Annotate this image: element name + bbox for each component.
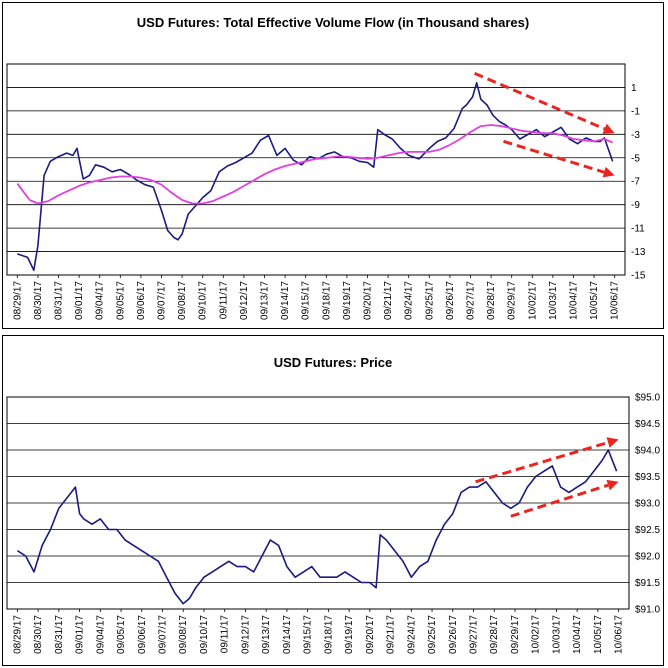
y-tick-label: -11 xyxy=(631,224,645,235)
x-tick-label: 08/30/17 xyxy=(33,615,44,654)
x-tick-label: 09/01/17 xyxy=(74,281,85,320)
y-tick-label: 1 xyxy=(631,83,637,94)
y-tick-label: $95.0 xyxy=(635,393,660,404)
x-tick-label: 09/21/17 xyxy=(383,281,394,320)
x-tick-label: 09/12/17 xyxy=(240,615,251,654)
x-tick-label: 09/12/17 xyxy=(239,281,250,320)
x-tick-label: 09/08/17 xyxy=(177,281,188,320)
x-tick-label: 09/24/17 xyxy=(404,281,415,320)
x-tick-label: 10/05/17 xyxy=(589,281,600,320)
y-tick-label: -1 xyxy=(631,106,640,117)
x-tick-label: 09/18/17 xyxy=(323,615,334,654)
volume-flow-title: USD Futures: Total Effective Volume Flow… xyxy=(137,15,529,30)
x-tick-label: 08/29/17 xyxy=(12,281,23,320)
y-tick-label: -7 xyxy=(631,177,640,188)
x-tick-label: 09/19/17 xyxy=(344,615,355,654)
x-tick-label: 09/07/17 xyxy=(158,615,169,654)
x-tick-label: 09/13/17 xyxy=(260,281,271,320)
x-tick-label: 09/01/17 xyxy=(75,615,86,654)
x-tick-label: 09/29/17 xyxy=(507,281,518,320)
price-chart-svg: USD Futures: Price $95.0 $94.5 $94.0 $93.5 $… xyxy=(6,355,660,654)
trend-arrow-head xyxy=(602,166,615,178)
plot-area xyxy=(6,63,626,276)
price-title: USD Futures: Price xyxy=(274,355,392,370)
y-tick-label: -13 xyxy=(631,247,646,258)
x-tick-label: 09/27/17 xyxy=(469,615,480,654)
x-tick-label: 08/29/17 xyxy=(12,615,23,654)
y-tick-label: -5 xyxy=(631,153,640,164)
x-tick-label: 09/10/17 xyxy=(198,281,209,320)
x-tick-label: 09/05/17 xyxy=(115,281,126,320)
x-tick-label: 09/07/17 xyxy=(157,281,168,320)
x-tick-label: 09/11/17 xyxy=(220,615,231,654)
x-tick-label: 10/05/17 xyxy=(593,615,604,654)
x-tick-label: 10/04/17 xyxy=(572,615,583,654)
x-tick-label: 09/28/17 xyxy=(486,281,497,320)
y-tick-label: -3 xyxy=(631,130,640,141)
x-tick-label: 09/06/17 xyxy=(137,615,148,654)
x-tick-label: 09/15/17 xyxy=(303,615,314,654)
x-tick-label: 10/06/17 xyxy=(614,615,625,654)
volume-flow-chart: USD Futures: Total Effective Volume Flow… xyxy=(2,2,664,329)
x-tick-label: 09/19/17 xyxy=(342,281,353,320)
main-series-line xyxy=(16,449,618,605)
x-tick-label: 08/30/17 xyxy=(33,281,44,320)
trend-arrow-line xyxy=(510,483,609,518)
x-tick-label: 08/31/17 xyxy=(54,281,65,320)
x-tick-label: 09/20/17 xyxy=(365,615,376,654)
moving-average-line xyxy=(16,124,613,205)
trend-arrow-line xyxy=(475,441,609,484)
x-tick-label: 09/29/17 xyxy=(510,615,521,654)
x-tick-label: 10/02/17 xyxy=(527,281,538,320)
trend-arrow-head xyxy=(606,479,619,491)
y-tick-label: $92.5 xyxy=(635,525,660,536)
x-tick-label: 08/31/17 xyxy=(54,615,65,654)
volume-flow-chart-svg: USD Futures: Total Effective Volume Flow… xyxy=(6,15,646,320)
y-tick-label: $91.0 xyxy=(635,605,660,616)
x-tick-label: 09/06/17 xyxy=(136,281,147,320)
price-chart: USD Futures: Price $95.0 $94.5 $94.0 $93.5 $… xyxy=(2,335,664,666)
x-tick-label: 09/20/17 xyxy=(363,281,374,320)
trend-arrow-line xyxy=(474,71,606,131)
x-tick-label: 09/28/17 xyxy=(489,615,500,654)
x-tick-label: 09/13/17 xyxy=(261,615,272,654)
x-tick-label: 09/10/17 xyxy=(199,615,210,654)
y-tick-label: $94.0 xyxy=(635,446,660,457)
x-tick-label: 09/08/17 xyxy=(178,615,189,654)
y-tick-label: $92.0 xyxy=(635,552,660,563)
x-tick-label: 09/04/17 xyxy=(95,281,106,320)
trend-arrow-head xyxy=(602,123,615,134)
y-tick-label: $93.0 xyxy=(635,499,660,510)
x-tick-label: 10/06/17 xyxy=(610,281,621,320)
x-tick-label: 09/25/17 xyxy=(427,615,438,654)
trend-arrow-head xyxy=(606,437,619,448)
x-tick-label: 09/27/17 xyxy=(466,281,477,320)
y-tick-label: -9 xyxy=(631,200,640,211)
x-tick-label: 09/15/17 xyxy=(301,281,312,320)
x-tick-label: 10/04/17 xyxy=(569,281,580,320)
y-tick-label: $94.5 xyxy=(635,419,660,430)
trend-arrow-line xyxy=(503,139,605,174)
x-tick-label: 09/26/17 xyxy=(445,281,456,320)
y-tick-label: $93.5 xyxy=(635,472,660,483)
x-tick-label: 10/03/17 xyxy=(551,615,562,654)
x-tick-label: 09/24/17 xyxy=(406,615,417,654)
y-tick-label: -15 xyxy=(631,271,646,282)
x-tick-label: 09/26/17 xyxy=(448,615,459,654)
y-tick-label: $91.5 xyxy=(635,578,660,589)
x-tick-label: 09/18/17 xyxy=(321,281,332,320)
x-tick-label: 09/21/17 xyxy=(386,615,397,654)
x-tick-label: 09/04/17 xyxy=(95,615,106,654)
x-tick-label: 10/03/17 xyxy=(548,281,559,320)
x-tick-label: 09/14/17 xyxy=(282,615,293,654)
x-tick-label: 09/05/17 xyxy=(116,615,127,654)
x-tick-label: 10/02/17 xyxy=(531,615,542,654)
x-tick-label: 09/11/17 xyxy=(218,281,229,320)
x-tick-label: 09/25/17 xyxy=(424,281,435,320)
x-tick-label: 09/14/17 xyxy=(280,281,291,320)
